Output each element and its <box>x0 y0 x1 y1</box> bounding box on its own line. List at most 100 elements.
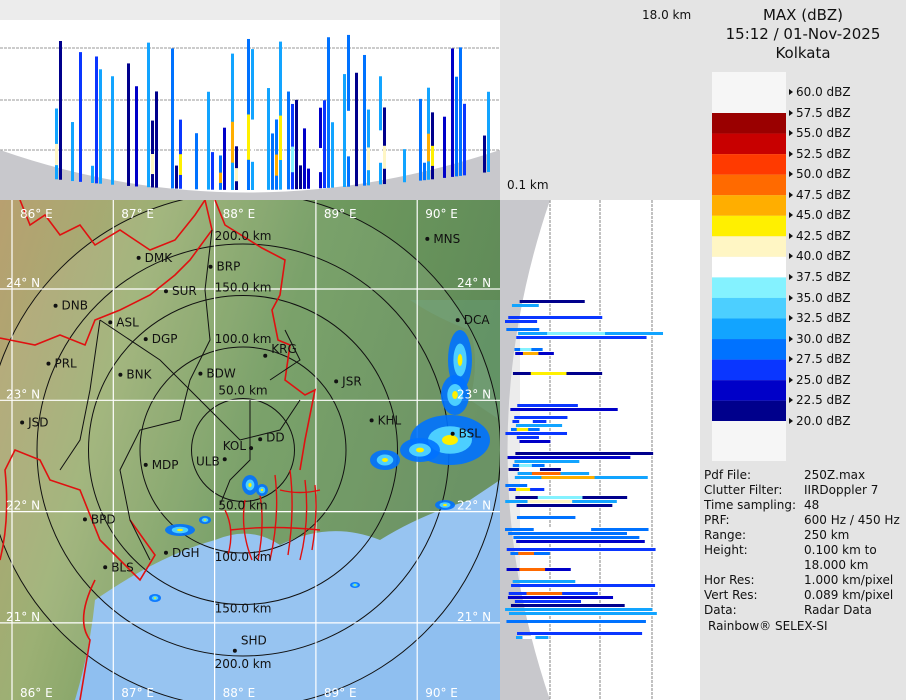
horizontal-echo <box>516 540 645 543</box>
color-band <box>712 195 786 216</box>
horizontal-echo <box>531 472 561 475</box>
city-marker <box>53 303 58 308</box>
horizontal-echo <box>510 604 625 607</box>
radar-echo <box>443 504 447 506</box>
longitude-label: 87° E <box>121 686 154 700</box>
horizontal-echo <box>519 300 585 303</box>
color-band <box>712 339 786 360</box>
longitude-label: 86° E <box>20 686 53 700</box>
vertical-echo <box>323 100 326 189</box>
horizontal-echo <box>505 432 568 435</box>
city-marker <box>46 361 51 366</box>
latitude-label: 21° N <box>6 610 40 624</box>
city-marker <box>232 648 237 653</box>
info-key: Data: <box>704 603 737 617</box>
vertical-echo <box>363 54 366 186</box>
city-label: BSL <box>459 427 482 441</box>
legend-label: 47.5 dBZ <box>789 188 851 202</box>
vertical-echo <box>455 76 458 177</box>
legend-label: 55.0 dBZ <box>789 126 851 140</box>
legend-label: 35.0 dBZ <box>789 291 851 305</box>
vertical-echo <box>423 162 426 181</box>
legend-label: 45.0 dBZ <box>789 208 851 222</box>
vertical-echo <box>419 98 422 181</box>
vertical-echo <box>383 145 386 169</box>
city-marker <box>369 418 374 423</box>
color-band <box>712 318 786 340</box>
right-cross-section <box>500 200 700 700</box>
vertical-echo <box>303 128 306 189</box>
color-band <box>712 236 786 257</box>
city-label: ULB <box>196 454 220 468</box>
city-label: MDP <box>152 458 179 472</box>
legend-label: 27.5 dBZ <box>789 352 851 366</box>
color-band <box>712 174 786 196</box>
horizontal-echo <box>508 316 603 319</box>
city-marker <box>20 420 25 425</box>
color-band <box>712 133 786 155</box>
city-label: BNK <box>126 368 152 382</box>
city-marker <box>258 437 263 442</box>
range-label: 50.0 km <box>218 384 267 398</box>
city-label: KRG <box>271 342 297 356</box>
range-label: 200.0 km <box>215 229 272 243</box>
legend-label: 32.5 dBZ <box>789 311 851 325</box>
horizontal-echo <box>510 408 618 411</box>
horizontal-echo <box>522 352 539 355</box>
info-key: Height: <box>704 543 748 557</box>
info-row: Vert Res: 0.089 km/pixel <box>704 588 900 603</box>
horizontal-echo <box>515 452 654 455</box>
vertical-echo <box>403 149 406 183</box>
info-key: Clutter Filter: <box>704 483 783 497</box>
city-label: SHD <box>241 634 267 648</box>
color-band <box>712 154 786 175</box>
horizontal-echo <box>519 464 532 467</box>
vertical-echo <box>59 40 62 180</box>
city-label: JSR <box>341 374 362 388</box>
legend-label: 57.5 dBZ <box>789 106 851 120</box>
city-marker <box>103 565 108 570</box>
vertical-echo <box>319 147 322 173</box>
info-row: Height: 0.100 km to <box>704 543 900 558</box>
vertical-echo <box>331 122 334 188</box>
latitude-label: 24° N <box>6 276 40 290</box>
radar-echo <box>203 519 207 521</box>
city-marker <box>455 318 460 323</box>
vertical-echo <box>383 107 386 185</box>
horizontal-echo <box>505 320 538 323</box>
info-value: 0.100 km to <box>804 543 877 557</box>
info-value: Radar Data <box>804 603 872 617</box>
product-title: MAX (dBZ) <box>762 6 844 24</box>
city-label: DMK <box>145 251 174 265</box>
info-row: Clutter Filter: IIRDoppler 7 <box>704 483 900 498</box>
horizontal-echo <box>519 420 533 423</box>
vertical-echo <box>347 110 350 157</box>
color-band-empty <box>712 421 786 461</box>
site-name: Kolkata <box>775 44 831 62</box>
horizontal-echo <box>519 440 551 443</box>
info-value: IIRDoppler 7 <box>804 483 879 497</box>
vertical-echo <box>55 108 58 180</box>
vertical-echo <box>95 56 98 184</box>
longitude-label: 90° E <box>425 686 458 700</box>
city-label: DGH <box>172 546 200 560</box>
horizontal-echo <box>516 504 613 507</box>
info-key <box>704 558 804 573</box>
color-band <box>712 113 786 134</box>
vertical-echo <box>171 48 174 189</box>
vertical-echo <box>379 130 382 163</box>
city-marker <box>249 446 254 451</box>
vertical-echo <box>443 116 446 178</box>
latitude-label: 24° N <box>457 276 491 290</box>
info-row: 18.000 km <box>704 558 900 573</box>
longitude-label: 90° E <box>425 207 458 221</box>
city-marker <box>263 353 268 358</box>
city-label: DNB <box>62 299 88 313</box>
color-band <box>712 215 786 237</box>
horizontal-echo <box>517 404 578 407</box>
horizontal-echo <box>511 304 539 307</box>
city-label: DD <box>266 430 284 444</box>
info-row: Data: Radar Data <box>704 603 900 618</box>
color-band <box>712 400 786 422</box>
